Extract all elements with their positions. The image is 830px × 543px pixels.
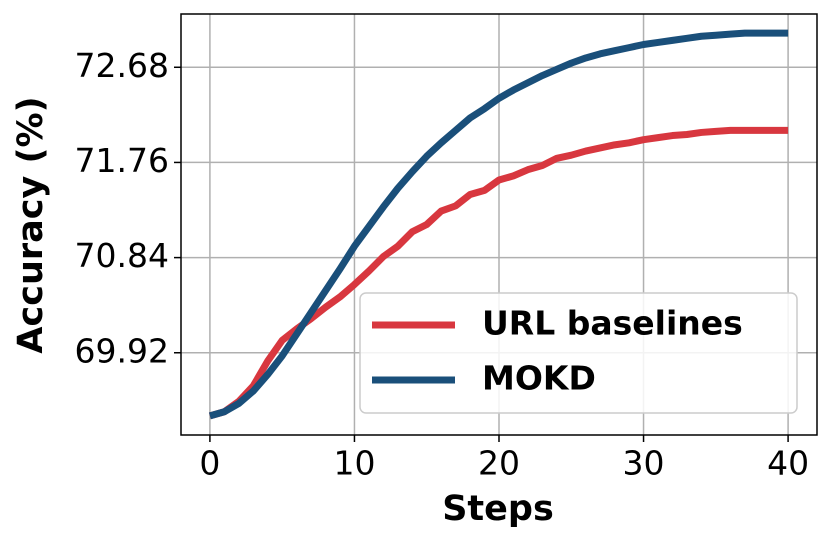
y-tick-label: 70.84 [75,236,169,275]
x-tick-label: 40 [767,444,809,483]
x-tick-label: 0 [199,444,220,483]
plot-frame [180,13,818,436]
x-tick-label: 30 [623,444,665,483]
legend-box [359,292,798,414]
y-axis-label: Accuracy (%) [11,96,51,353]
x-tick-label: 10 [333,444,375,483]
y-tick-label: 69.92 [75,331,169,370]
y-tick-label: 71.76 [75,141,169,180]
x-axis-label: Steps [442,489,554,529]
y-tick-label: 72.68 [75,46,169,85]
legend-label: URL baselines [482,304,743,343]
legend-label: MOKD [482,359,596,398]
line-series [208,29,789,420]
x-tick-label: 20 [478,444,520,483]
